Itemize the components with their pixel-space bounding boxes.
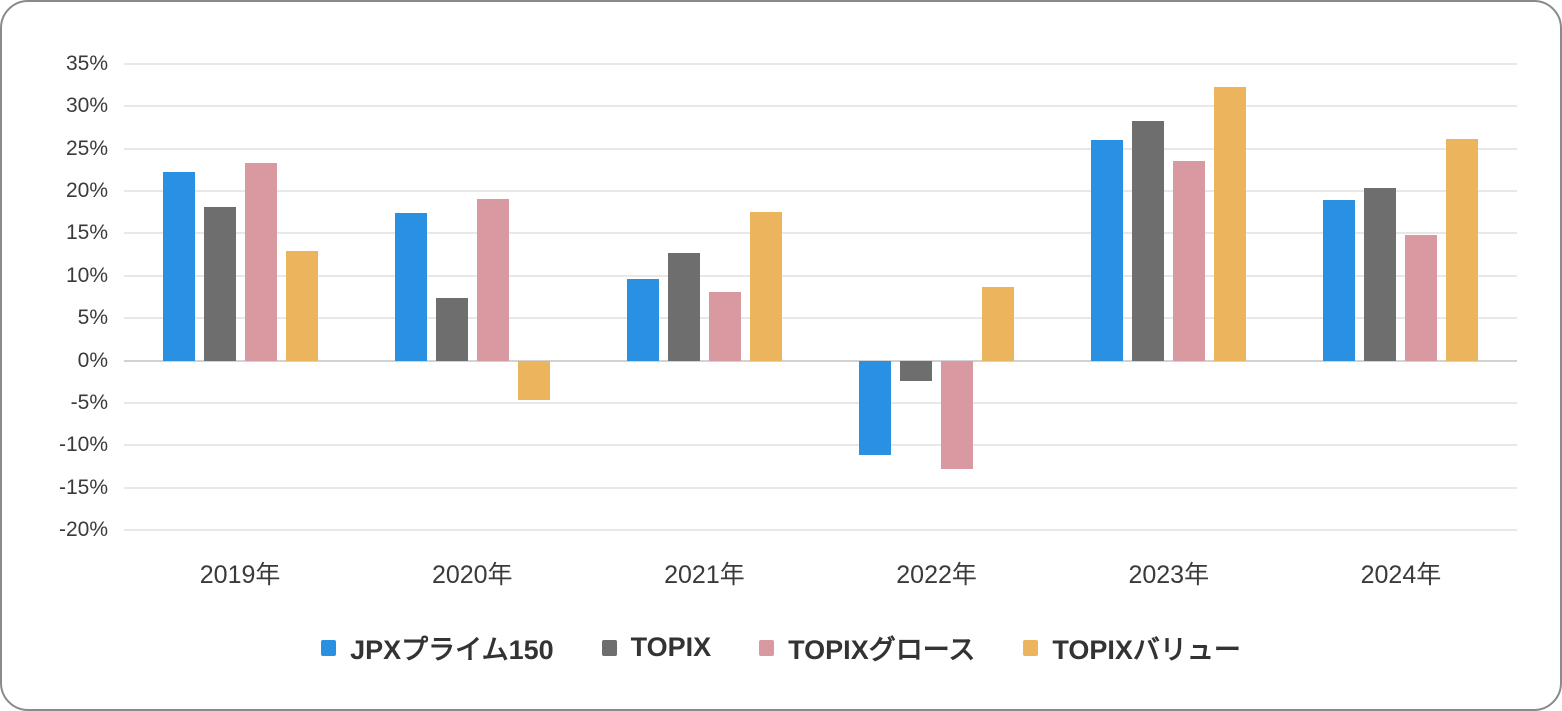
gridline [124,529,1517,531]
legend-label: JPXプライム150 [350,635,554,665]
y-axis-tick-label: 25% [65,136,108,160]
gridline [124,105,1517,108]
x-axis-label: 2024年 [1360,561,1442,589]
bar [1173,161,1206,361]
gridline [124,232,1517,235]
y-axis-tick-label: -10% [58,433,108,457]
legend-label: TOPIX [630,632,712,662]
bar [435,297,468,361]
y-axis-tick-label: -5% [70,390,108,414]
bar [982,286,1015,361]
bar [1214,86,1247,361]
bar [1446,139,1479,361]
bar [1405,235,1438,361]
gridline [124,63,1517,65]
y-axis-tick-label: -20% [58,518,108,541]
bar [859,360,892,455]
bar [1364,187,1397,361]
bar [708,291,741,361]
x-axis-label: 2020年 [431,561,513,589]
bar [394,213,427,361]
legend-item: JPXプライム150 [321,628,554,667]
bar [517,360,550,400]
y-axis-tick-label: -15% [58,475,108,499]
x-axis: 2019年 2020年 2021年 2022年 2023年 2024年 [124,555,1517,591]
bar [285,251,318,361]
x-axis-label: 2019年 [199,561,281,589]
y-axis-tick-label: 15% [65,221,108,245]
y-axis-tick-label: 20% [65,179,108,203]
y-axis-tick-label: 10% [65,263,108,287]
gridline [124,486,1517,489]
legend-item: TOPIXバリュー [1023,628,1241,667]
bar [203,207,236,361]
bar [1132,120,1165,361]
legend-item: TOPIX [601,632,712,663]
gridline [124,147,1517,150]
bar [1323,199,1356,361]
gridline [124,274,1517,277]
legend-swatch [1023,639,1039,656]
y-axis-tick-label: 35% [65,52,108,75]
bar [626,279,659,361]
bar [749,212,782,361]
gridline [124,190,1517,193]
bar [244,163,277,361]
legend-swatch [759,639,775,656]
plot-area [124,63,1517,531]
legend: JPXプライム150 TOPIX TOPIXグロース TOPIXバリュー [2,628,1560,667]
bar [476,198,509,361]
legend-label: TOPIXバリュー [1052,635,1241,665]
legend-label: TOPIXグロース [788,635,976,665]
bar [941,360,974,469]
zero-gridline [124,359,1517,362]
y-axis-tick-label: 30% [65,94,108,118]
bar [1091,140,1124,361]
gridline [124,444,1517,447]
y-axis-tick-label: 0% [77,348,108,372]
x-axis-label: 2021年 [664,561,745,589]
gridline [124,401,1517,404]
x-axis-label: 2022年 [896,561,977,589]
legend-swatch [601,639,617,656]
bar [162,171,195,361]
legend-swatch [321,639,337,656]
gridline [124,317,1517,320]
bar [667,252,700,361]
legend-item: TOPIXグロース [759,628,975,667]
x-axis-label: 2023年 [1128,561,1210,589]
bar [900,360,933,381]
y-axis-tick-label: 5% [77,306,108,330]
